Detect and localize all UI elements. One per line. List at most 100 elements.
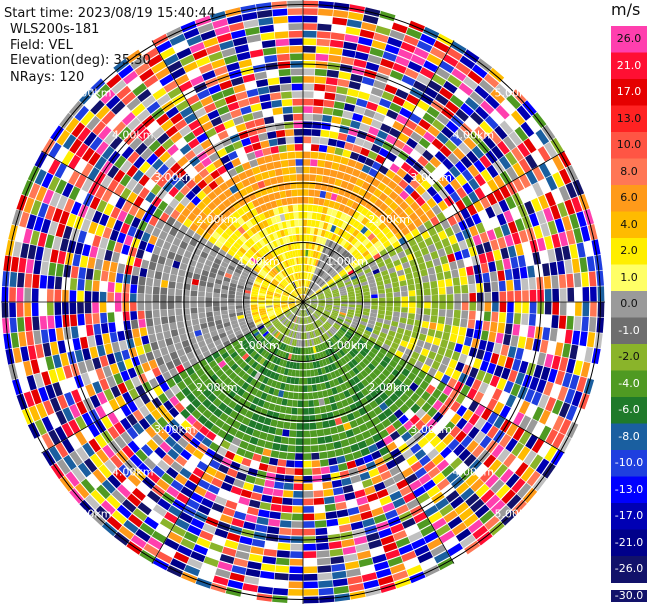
range-gate (294, 347, 299, 354)
range-gate (117, 484, 131, 498)
range-gate (437, 279, 445, 288)
range-gate (257, 196, 265, 205)
range-gate (351, 277, 359, 283)
range-gate (5, 348, 15, 365)
colorbar-swatch (611, 211, 647, 239)
range-gate (313, 228, 319, 235)
range-gate (278, 324, 284, 331)
range-gate (239, 361, 248, 369)
range-gate (236, 358, 244, 366)
range-gate (226, 62, 240, 72)
range-gate (401, 126, 414, 137)
range-gate (378, 528, 393, 539)
range-gate (303, 68, 315, 76)
range-gate (266, 378, 274, 386)
range-gate (413, 218, 423, 228)
range-gate (588, 317, 597, 333)
range-gate (396, 479, 409, 490)
range-gate (189, 437, 201, 449)
range-gate (213, 65, 228, 76)
range-gate (157, 255, 166, 265)
range-gate (261, 283, 268, 289)
range-gate (157, 428, 170, 441)
range-gate (416, 339, 425, 348)
range-gate (312, 361, 317, 369)
range-gate (274, 292, 281, 296)
range-gate (291, 227, 296, 235)
range-gate (259, 290, 266, 294)
range-gate (72, 253, 81, 267)
range-gate (366, 275, 375, 281)
range-gate (184, 443, 197, 455)
range-gate (156, 176, 168, 188)
range-gate (352, 144, 362, 154)
range-gate (382, 240, 391, 249)
range-gate (326, 69, 339, 78)
range-gate (353, 105, 366, 115)
range-gate (143, 74, 159, 88)
range-gate (412, 431, 424, 443)
range-gate (206, 311, 213, 318)
range-gate (583, 378, 595, 395)
range-gate (9, 271, 18, 287)
range-gate (244, 575, 260, 585)
range-gate (324, 357, 331, 365)
range-gate (596, 317, 604, 333)
range-gate (252, 331, 260, 338)
range-gate (381, 253, 390, 261)
range-gate (272, 489, 284, 497)
range-gate (334, 417, 343, 426)
range-gate (280, 512, 292, 521)
range-gate (389, 403, 399, 413)
range-gate (85, 494, 100, 510)
range-gate (152, 302, 160, 310)
range-gate (376, 488, 389, 499)
range-gate (240, 258, 248, 265)
range-gate (370, 87, 384, 97)
range-gate (5, 240, 15, 256)
range-gate (297, 309, 301, 316)
range-gate (117, 330, 126, 342)
range-gate (33, 373, 44, 389)
range-gate (109, 229, 120, 242)
range-gate (307, 339, 310, 347)
range-gate (331, 387, 338, 395)
range-gate (24, 288, 31, 302)
range-gate (368, 319, 376, 325)
range-gate (69, 278, 78, 291)
range-gate (160, 287, 168, 295)
range-gate (183, 376, 193, 386)
range-gate (153, 278, 161, 287)
range-gate (294, 144, 303, 151)
range-gate (312, 106, 323, 114)
range-gate (176, 321, 185, 329)
range-gate (405, 473, 418, 485)
range-gate (238, 278, 247, 284)
range-gate (322, 107, 334, 115)
range-gate (281, 296, 288, 299)
range-gate (254, 422, 264, 431)
range-gate (355, 292, 363, 297)
range-gate (203, 102, 217, 114)
range-gate (338, 203, 346, 212)
range-gate (338, 431, 348, 440)
range-gate (430, 544, 447, 557)
range-gate (398, 322, 406, 329)
range-gate (434, 93, 449, 106)
range-gate (247, 277, 255, 283)
range-gate (16, 287, 24, 302)
range-gate (231, 257, 240, 264)
range-gate (274, 309, 282, 313)
range-gate (375, 25, 391, 36)
range-gate (389, 29, 405, 41)
range-gate (349, 590, 366, 600)
range-gate (297, 408, 303, 415)
range-gate (237, 314, 245, 320)
range-gate (467, 387, 478, 400)
range-gate (174, 342, 183, 351)
range-gate (98, 464, 112, 479)
range-gate (586, 256, 596, 272)
range-gate (554, 247, 564, 262)
range-gate (228, 302, 235, 306)
range-gate (347, 235, 355, 243)
